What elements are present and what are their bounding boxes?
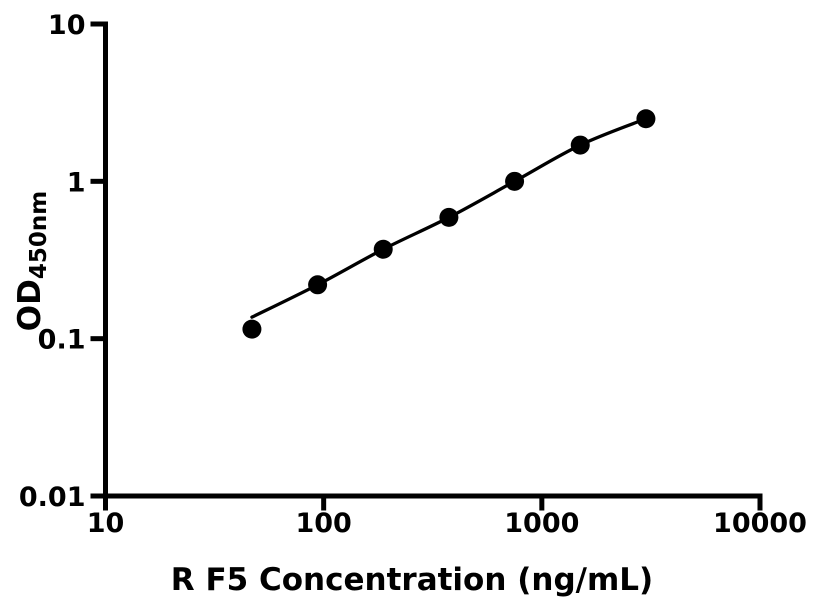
y-axis-title-subscript: 450nm xyxy=(26,191,52,279)
y-tick-label: 0.01 xyxy=(19,482,86,513)
y-tick-label: 0.1 xyxy=(38,325,86,356)
y-tick-label: 10 xyxy=(48,10,86,41)
data-point xyxy=(505,171,525,191)
y-tick-label: 1 xyxy=(67,167,86,198)
data-point xyxy=(373,239,393,259)
x-axis-title: R F5 Concentration (ng/mL) xyxy=(171,562,653,598)
x-tick-label: 1000 xyxy=(504,508,579,539)
x-tick-label: 10 xyxy=(87,508,125,539)
data-point xyxy=(242,319,262,339)
y-axis-title: OD450nm xyxy=(12,191,52,331)
plot-area xyxy=(242,109,656,339)
data-point xyxy=(636,109,656,129)
data-point xyxy=(439,207,459,227)
x-tick-label: 10000 xyxy=(713,508,807,539)
x-tick-label: 100 xyxy=(295,508,351,539)
axis-ticks xyxy=(90,21,763,511)
axes xyxy=(103,21,763,499)
data-point xyxy=(570,135,590,155)
data-point xyxy=(308,275,328,295)
y-axis-title-main: OD xyxy=(12,279,48,331)
